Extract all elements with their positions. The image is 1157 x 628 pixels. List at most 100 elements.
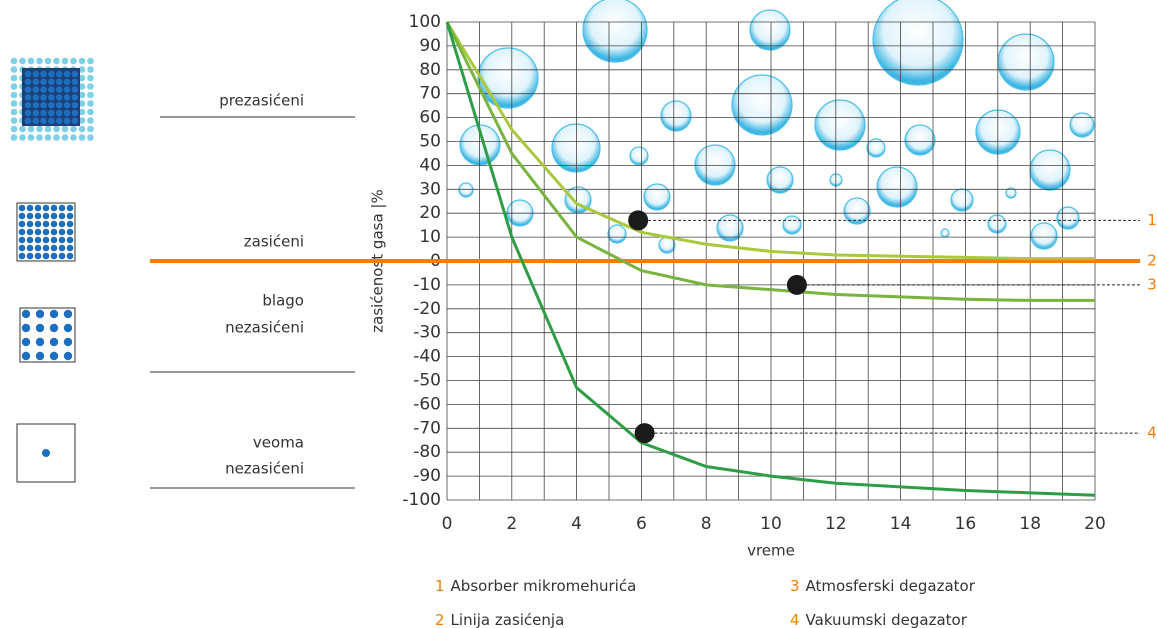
icon-dot: [70, 134, 77, 141]
icon-dot: [27, 213, 34, 220]
bubble: [815, 100, 865, 150]
icon-dot: [22, 324, 30, 332]
y-tick-label: -20: [413, 299, 441, 319]
x-tick-label: 14: [890, 514, 912, 534]
icon-dot: [40, 79, 47, 86]
icon-dot: [64, 110, 71, 117]
icon-dot: [64, 71, 71, 78]
icon-dot: [67, 253, 74, 260]
y-tick-label: -30: [413, 323, 441, 343]
marker-dot: [787, 275, 807, 295]
icon-dot: [64, 79, 71, 86]
icon-dot: [35, 245, 42, 252]
line-number: 3: [1147, 275, 1157, 293]
icon-dot: [19, 237, 26, 244]
icon-dot: [45, 134, 52, 141]
icon-dot: [45, 126, 52, 133]
legend-label: Absorber mikromehurića: [451, 577, 637, 595]
icon-dot: [43, 205, 50, 212]
legend-entry: 1 Absorber mikromehurića: [435, 577, 636, 595]
bubble: [873, 0, 963, 85]
y-tick-label: 50: [419, 132, 441, 152]
icon-dot: [48, 86, 55, 93]
page: {"chart_data": {"type": "line", "xlabel"…: [0, 0, 1157, 628]
icon-dot: [72, 110, 79, 117]
icon-dot: [87, 126, 94, 133]
icon-dot: [50, 338, 58, 346]
marker-dot: [628, 210, 648, 230]
bubble: [1031, 223, 1057, 249]
icon-dot: [36, 324, 44, 332]
legend-label: Linija zasićenja: [451, 611, 565, 628]
icon-dot: [25, 118, 32, 125]
icon-dot: [33, 79, 40, 86]
icon-dot: [35, 253, 42, 260]
icon-dot: [40, 118, 47, 125]
icon-dot: [59, 253, 66, 260]
icon-dot: [27, 205, 34, 212]
y-tick-label: 70: [419, 84, 441, 104]
x-tick-label: 0: [442, 514, 453, 534]
icon-dot: [56, 94, 63, 101]
icon-dot: [43, 213, 50, 220]
y-tick-label: -100: [402, 490, 441, 510]
bubble: [552, 124, 600, 172]
icon-dot: [59, 205, 66, 212]
icon-dot: [56, 110, 63, 117]
icon-dot: [19, 253, 26, 260]
icon-dot: [67, 213, 74, 220]
y-tick-label: -10: [413, 275, 441, 295]
icon-dot: [27, 229, 34, 236]
icon-dot: [11, 92, 18, 99]
bubble: [1070, 113, 1094, 137]
icon-dot: [43, 245, 50, 252]
icon-dot: [56, 118, 63, 125]
icon-dot: [33, 102, 40, 109]
y-tick-label: 60: [419, 108, 441, 128]
state-label: zasićeni: [244, 233, 304, 251]
icon-dot: [59, 221, 66, 228]
legend-label: Vakuumski degazator: [806, 611, 968, 628]
icon-dot: [35, 229, 42, 236]
icon-dot: [87, 58, 94, 65]
icon-dot: [19, 221, 26, 228]
icon-dot: [62, 58, 69, 65]
icon-dot: [28, 134, 35, 141]
icon-dot: [25, 94, 32, 101]
icon-dot: [11, 117, 18, 124]
y-tick-label: 40: [419, 155, 441, 175]
icon-dot: [87, 83, 94, 90]
icon-dot: [36, 310, 44, 318]
icon-dot: [87, 75, 94, 82]
icon-dot: [11, 66, 18, 73]
icon-dot: [42, 449, 50, 457]
icon-dot: [40, 94, 47, 101]
icon-dot: [11, 109, 18, 116]
icon-dot: [11, 134, 18, 141]
icon-dot: [48, 94, 55, 101]
icon-dot: [40, 71, 47, 78]
bubble: [783, 216, 801, 234]
icon-dot: [62, 134, 69, 141]
icon-dot: [35, 213, 42, 220]
icon-dot: [48, 71, 55, 78]
icon-dot: [67, 237, 74, 244]
icon-dot: [53, 134, 60, 141]
icon-dot: [70, 58, 77, 65]
bubble: [1030, 150, 1070, 190]
icon-dot: [45, 58, 52, 65]
legend-number: 1: [435, 577, 445, 595]
figure: -100-90-80-70-60-50-40-30-20-10010203040…: [0, 0, 1157, 628]
state-label: blago: [262, 292, 304, 310]
icon-dot: [33, 71, 40, 78]
icon-dot: [79, 134, 86, 141]
icon-dot: [27, 237, 34, 244]
icon-dot: [35, 205, 42, 212]
icon-dot: [64, 102, 71, 109]
icon-dot: [72, 86, 79, 93]
y-tick-label: 80: [419, 60, 441, 80]
icon-dot: [72, 94, 79, 101]
icon-dot: [25, 102, 32, 109]
